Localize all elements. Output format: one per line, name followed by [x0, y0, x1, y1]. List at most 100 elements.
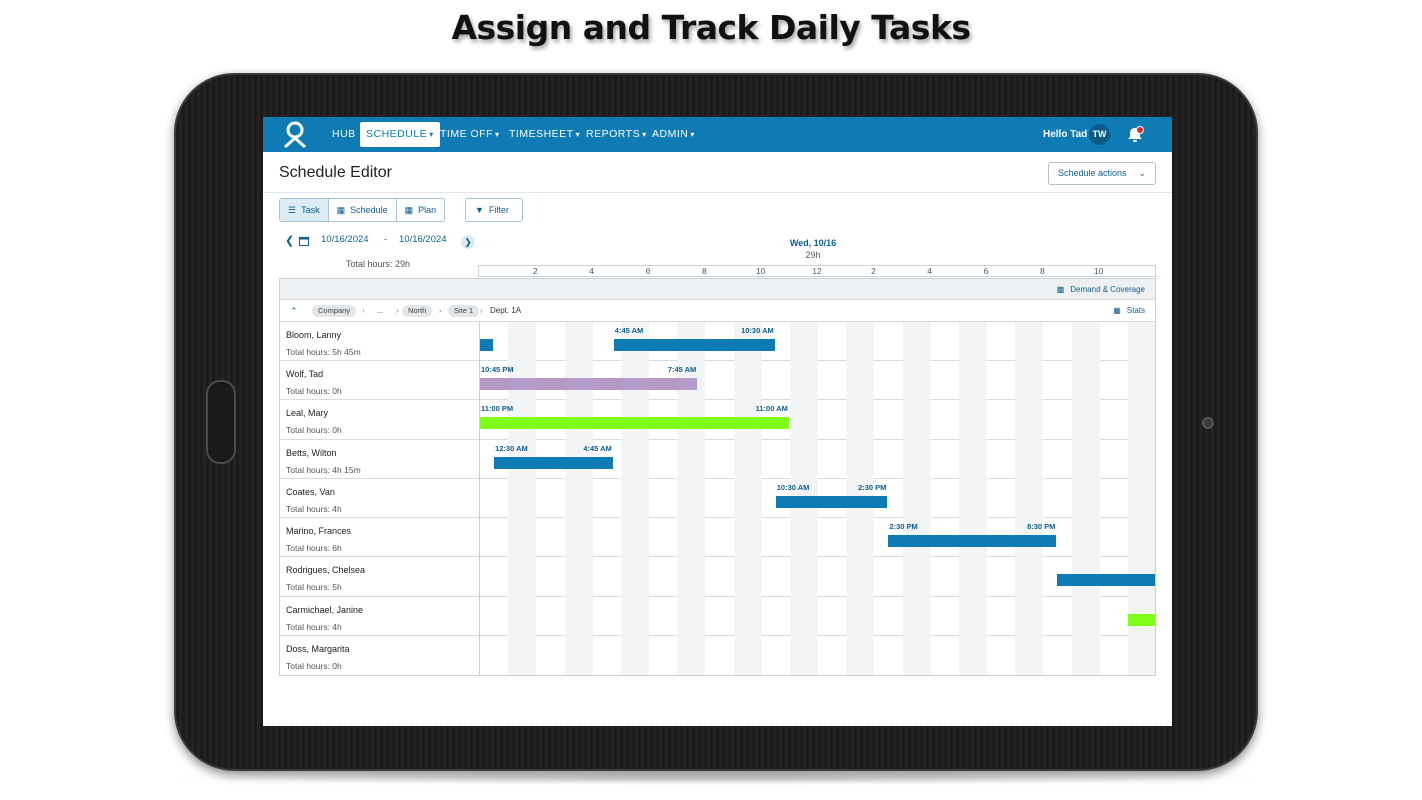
- grid-icon: ▦: [404, 205, 414, 215]
- stats-link[interactable]: ▦ Stats: [1113, 300, 1145, 322]
- employee-row[interactable]: Doss, Margarita Total hours: 0h: [280, 635, 1155, 675]
- hour-column-stripe: [1071, 400, 1100, 440]
- shift-start-label: 12:30 AM: [495, 443, 528, 453]
- employee-row[interactable]: Marino, Frances Total hours: 6h 2:30 PM 8:3…: [280, 518, 1155, 558]
- hour-tick-label: 8: [701, 266, 707, 276]
- breadcrumb-chip[interactable]: Company: [312, 305, 357, 317]
- employee-row[interactable]: Bloom, Lanny Total hours: 5h 45m 4:45 AM 10…: [280, 322, 1155, 362]
- shift-bar[interactable]: [613, 339, 775, 351]
- hour-column-stripe: [1071, 478, 1100, 519]
- shift-bar[interactable]: [1057, 574, 1155, 587]
- hour-tick-label: 10: [1093, 266, 1104, 276]
- employee-row[interactable]: Betts, Wilton Total hours: 4h 15m 12:30 AM…: [280, 439, 1155, 479]
- calendar-icon[interactable]: [299, 236, 309, 246]
- hour-tick-label: 8: [1039, 266, 1045, 276]
- nav-item-schedule[interactable]: SCHEDULE ▾: [360, 122, 440, 147]
- employee-timeline: 12:30 AM 4:45 AM: [479, 439, 1155, 479]
- employee-total-hours: Total hours: 0h: [286, 386, 342, 397]
- employee-row[interactable]: Rodrigues, Chelsea Total hours: 5h: [280, 557, 1155, 597]
- previous-date-arrow[interactable]: ❮: [285, 235, 295, 247]
- plan-view-button[interactable]: ▦ Plan: [397, 199, 445, 221]
- nav-item-label: SCHEDULE: [366, 128, 428, 140]
- employee-row[interactable]: Carmichael, Janine Total hours: 4h: [280, 596, 1155, 636]
- employee-timeline: 10:30 AM 2:30 PM: [479, 478, 1155, 519]
- shift-bar[interactable]: [480, 339, 494, 351]
- hour-column-stripe: [677, 439, 706, 479]
- top-navbar: HUB SCHEDULE ▾ TIME OFF ▾ TIMESHEET ▾ REPORTS ▾ A…: [263, 117, 1172, 152]
- nav-item-admin[interactable]: ADMIN ▾: [652, 117, 695, 152]
- hour-column-stripe: [1015, 478, 1044, 519]
- hour-column-stripe: [733, 518, 762, 558]
- bell-icon[interactable]: [1126, 126, 1144, 144]
- person-logo-icon[interactable]: [283, 121, 307, 149]
- hour-column-stripe: [902, 635, 931, 675]
- hour-column-stripe: [958, 322, 987, 362]
- breadcrumb-chip[interactable]: Site 1: [448, 305, 480, 317]
- end-date[interactable]: 10/16/2024: [399, 234, 447, 245]
- collapse-chevron-icon[interactable]: ⌃: [290, 306, 298, 316]
- demand-coverage-label: Demand & Coverage: [1070, 285, 1145, 294]
- employee-row[interactable]: Wolf, Tad Total hours: 0h 10:45 PM 7:45 AM: [280, 361, 1155, 401]
- schedule-actions-label: Schedule actions: [1058, 168, 1127, 178]
- breadcrumb-separator: ›: [439, 306, 442, 315]
- nav-item-label: TIMESHEET: [509, 128, 574, 140]
- filter-button[interactable]: ▼ Filter: [465, 198, 523, 222]
- shift-end-label: 10:30 AM: [741, 326, 774, 335]
- nav-item-reports[interactable]: REPORTS ▾: [586, 117, 647, 152]
- employee-row[interactable]: Coates, Van Total hours: 4h 10:30 AM 2:30 P…: [280, 478, 1155, 519]
- shift-bar[interactable]: [494, 456, 613, 469]
- schedule-view-button[interactable]: ▦ Schedule: [329, 199, 397, 221]
- breadcrumb-chip[interactable]: North: [402, 305, 433, 317]
- hour-column-stripe: [733, 635, 762, 675]
- hour-tick-label: 12: [812, 266, 822, 276]
- schedule-actions-button[interactable]: Schedule actions ⌄: [1048, 162, 1156, 185]
- employee-timeline: 4:45 AM 10:30 AM: [479, 322, 1155, 362]
- hour-tick-label: 10: [755, 266, 766, 276]
- hour-column-stripe: [677, 478, 706, 519]
- employee-row[interactable]: Leal, Mary Total hours: 0h 11:00 PM 11:00 A…: [280, 400, 1155, 440]
- employee-name: Marino, Frances: [286, 526, 352, 537]
- shift-bar[interactable]: [888, 535, 1057, 548]
- hour-column-stripe: [677, 557, 706, 597]
- hour-column-stripe: [677, 635, 706, 675]
- hour-column-stripe: [733, 596, 762, 636]
- shift-bar[interactable]: [480, 378, 698, 391]
- hour-column-stripe: [789, 635, 818, 675]
- stats-label: Stats: [1126, 306, 1145, 315]
- next-date-arrow[interactable]: ❯: [461, 235, 475, 249]
- plan-view-label: Plan: [418, 205, 437, 215]
- hour-column-stripe: [620, 439, 649, 479]
- demand-coverage-link[interactable]: ▩ Demand & Coverage: [1057, 279, 1145, 300]
- employee-name: Leal, Mary: [286, 408, 329, 419]
- hour-column-stripe: [1127, 478, 1155, 519]
- nav-item-hub[interactable]: HUB: [332, 117, 356, 152]
- employee-name: Betts, Wilton: [286, 447, 337, 458]
- hour-column-stripe: [846, 322, 875, 362]
- employee-total-hours: Total hours: 0h: [286, 425, 342, 436]
- hour-column-stripe: [902, 557, 931, 597]
- shift-start-label: 10:45 PM: [481, 365, 514, 375]
- avatar[interactable]: TW: [1089, 124, 1110, 145]
- hour-column-stripe: [958, 361, 987, 401]
- hour-column-stripe: [902, 400, 931, 440]
- start-date[interactable]: 10/16/2024: [321, 234, 369, 245]
- app-screen: HUB SCHEDULE ▾ TIME OFF ▾ TIMESHEET ▾ REPORTS ▾ A…: [263, 117, 1172, 726]
- shift-bar[interactable]: [480, 417, 789, 430]
- shift-bar[interactable]: [775, 495, 888, 508]
- employee-name: Wolf, Tad: [286, 369, 324, 380]
- camera-icon: [1202, 417, 1214, 429]
- nav-item-timesheet[interactable]: TIMESHEET ▾: [509, 117, 580, 152]
- hour-column-stripe: [1015, 635, 1044, 675]
- shift-bar[interactable]: [1127, 613, 1155, 626]
- shift-end-label: 2:30 PM: [858, 482, 887, 492]
- hour-column-stripe: [902, 478, 931, 519]
- total-hours: Total hours: 29h: [346, 259, 411, 269]
- hour-column-stripe: [620, 518, 649, 558]
- task-view-label: Task: [301, 205, 320, 215]
- nav-item-time-off[interactable]: TIME OFF ▾: [440, 117, 500, 152]
- hour-column-stripe: [846, 596, 875, 636]
- employee-total-hours: Total hours: 6h: [286, 543, 342, 554]
- task-view-button[interactable]: ☰ Task: [280, 199, 329, 221]
- breadcrumb-chip[interactable]: ...: [377, 306, 384, 315]
- hour-column-stripe: [733, 478, 762, 519]
